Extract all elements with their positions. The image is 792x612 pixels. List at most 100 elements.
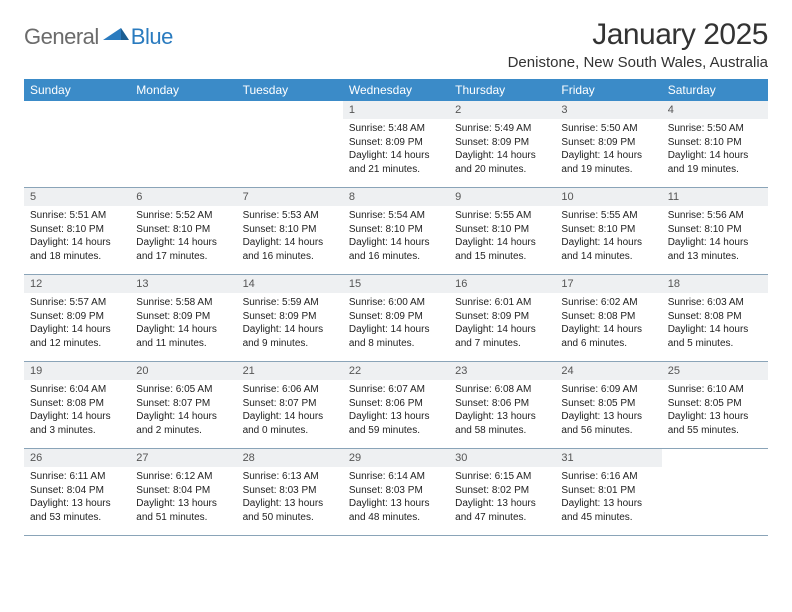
- day-detail-line: Sunrise: 6:00 AM: [349, 296, 443, 310]
- day-detail-line: Sunset: 8:04 PM: [30, 484, 124, 498]
- day-detail-line: and 8 minutes.: [349, 337, 443, 351]
- day-detail-line: and 20 minutes.: [455, 163, 549, 177]
- day-detail-line: and 11 minutes.: [136, 337, 230, 351]
- day-detail-line: Sunrise: 5:59 AM: [243, 296, 337, 310]
- day-detail-line: Sunset: 8:10 PM: [668, 223, 762, 237]
- day-detail-line: and 50 minutes.: [243, 511, 337, 525]
- day-number: 2: [449, 101, 555, 119]
- day-detail-line: Sunset: 8:05 PM: [668, 397, 762, 411]
- day-detail-line: and 13 minutes.: [668, 250, 762, 264]
- weekday-label: Friday: [555, 79, 661, 101]
- day-details: Sunrise: 5:59 AMSunset: 8:09 PMDaylight:…: [237, 293, 343, 354]
- calendar-week: 19Sunrise: 6:04 AMSunset: 8:08 PMDayligh…: [24, 362, 768, 449]
- calendar-cell: 6Sunrise: 5:52 AMSunset: 8:10 PMDaylight…: [130, 188, 236, 274]
- day-detail-line: Sunset: 8:10 PM: [30, 223, 124, 237]
- day-number: 31: [555, 449, 661, 467]
- day-detail-line: and 59 minutes.: [349, 424, 443, 438]
- day-detail-line: Sunset: 8:10 PM: [243, 223, 337, 237]
- day-detail-line: and 55 minutes.: [668, 424, 762, 438]
- day-detail-line: Sunset: 8:08 PM: [561, 310, 655, 324]
- page-title: January 2025: [508, 18, 768, 52]
- weekday-label: Monday: [130, 79, 236, 101]
- day-detail-line: Daylight: 14 hours: [455, 149, 549, 163]
- calendar-week: 5Sunrise: 5:51 AMSunset: 8:10 PMDaylight…: [24, 188, 768, 275]
- day-detail-line: Sunrise: 6:09 AM: [561, 383, 655, 397]
- day-detail-line: Sunset: 8:09 PM: [561, 136, 655, 150]
- calendar-cell: 18Sunrise: 6:03 AMSunset: 8:08 PMDayligh…: [662, 275, 768, 361]
- day-detail-line: Sunrise: 5:48 AM: [349, 122, 443, 136]
- day-details: Sunrise: 5:50 AMSunset: 8:10 PMDaylight:…: [662, 119, 768, 180]
- day-number: 1: [343, 101, 449, 119]
- day-details: Sunrise: 6:03 AMSunset: 8:08 PMDaylight:…: [662, 293, 768, 354]
- day-detail-line: Sunrise: 5:58 AM: [136, 296, 230, 310]
- day-details: Sunrise: 5:58 AMSunset: 8:09 PMDaylight:…: [130, 293, 236, 354]
- day-details: Sunrise: 5:57 AMSunset: 8:09 PMDaylight:…: [24, 293, 130, 354]
- day-detail-line: Sunset: 8:09 PM: [30, 310, 124, 324]
- calendar-cell: 23Sunrise: 6:08 AMSunset: 8:06 PMDayligh…: [449, 362, 555, 448]
- day-details: Sunrise: 6:04 AMSunset: 8:08 PMDaylight:…: [24, 380, 130, 441]
- calendar-cell: 5Sunrise: 5:51 AMSunset: 8:10 PMDaylight…: [24, 188, 130, 274]
- calendar-week: 1 Sunrise: 5:48 AM Sunset: 8:09 PM Daylight…: [24, 101, 768, 188]
- day-details: Sunrise: 5:49 AMSunset: 8:09 PMDaylight:…: [449, 119, 555, 180]
- calendar-cell: 3Sunrise: 5:50 AMSunset: 8:09 PMDaylight…: [555, 101, 661, 187]
- day-detail-line: Sunrise: 5:57 AM: [30, 296, 124, 310]
- day-detail-line: and 15 minutes.: [455, 250, 549, 264]
- day-detail-line: Sunset: 8:01 PM: [561, 484, 655, 498]
- day-detail-line: Daylight: 14 hours: [668, 236, 762, 250]
- day-detail-line: Daylight: 14 hours: [30, 236, 124, 250]
- day-details: Sunrise: 6:02 AMSunset: 8:08 PMDaylight:…: [555, 293, 661, 354]
- title-block: January 2025 Denistone, New South Wales,…: [508, 18, 768, 71]
- calendar-cell: 21Sunrise: 6:06 AMSunset: 8:07 PMDayligh…: [237, 362, 343, 448]
- day-number: 27: [130, 449, 236, 467]
- weekday-label: Thursday: [449, 79, 555, 101]
- day-number: 25: [662, 362, 768, 380]
- day-detail-line: Daylight: 14 hours: [136, 323, 230, 337]
- calendar: SundayMondayTuesdayWednesdayThursdayFrid…: [24, 79, 768, 536]
- calendar-week: 26Sunrise: 6:11 AMSunset: 8:04 PMDayligh…: [24, 449, 768, 536]
- day-detail-line: Sunset: 8:07 PM: [136, 397, 230, 411]
- day-detail-line: and 17 minutes.: [136, 250, 230, 264]
- day-detail-line: Sunset: 8:02 PM: [455, 484, 549, 498]
- day-detail-line: and 14 minutes.: [561, 250, 655, 264]
- day-details: Sunrise: 6:00 AMSunset: 8:09 PMDaylight:…: [343, 293, 449, 354]
- logo: General Blue: [24, 24, 173, 50]
- day-number: 24: [555, 362, 661, 380]
- day-number: 29: [343, 449, 449, 467]
- day-details: Sunrise: 5:52 AMSunset: 8:10 PMDaylight:…: [130, 206, 236, 267]
- day-detail-line: Sunset: 8:09 PM: [455, 310, 549, 324]
- day-detail-line: and 16 minutes.: [349, 250, 443, 264]
- calendar-cell: 26Sunrise: 6:11 AMSunset: 8:04 PMDayligh…: [24, 449, 130, 535]
- day-details: Sunrise: 6:09 AMSunset: 8:05 PMDaylight:…: [555, 380, 661, 441]
- day-detail-line: Sunset: 8:06 PM: [455, 397, 549, 411]
- day-detail-line: Daylight: 13 hours: [30, 497, 124, 511]
- day-details: Sunrise: 6:06 AMSunset: 8:07 PMDaylight:…: [237, 380, 343, 441]
- day-details: Sunrise: 5:54 AMSunset: 8:10 PMDaylight:…: [343, 206, 449, 267]
- day-details: Sunrise: 5:55 AMSunset: 8:10 PMDaylight:…: [555, 206, 661, 267]
- day-number: 26: [24, 449, 130, 467]
- day-detail-line: Sunrise: 5:53 AM: [243, 209, 337, 223]
- calendar-cell: 31Sunrise: 6:16 AMSunset: 8:01 PMDayligh…: [555, 449, 661, 535]
- day-detail-line: Daylight: 14 hours: [30, 410, 124, 424]
- calendar-cell: 29Sunrise: 6:14 AMSunset: 8:03 PMDayligh…: [343, 449, 449, 535]
- day-detail-line: and 45 minutes.: [561, 511, 655, 525]
- day-detail-line: Sunrise: 6:01 AM: [455, 296, 549, 310]
- day-detail-line: Daylight: 13 hours: [561, 410, 655, 424]
- day-details: Sunrise: 6:16 AMSunset: 8:01 PMDaylight:…: [555, 467, 661, 528]
- day-number: 15: [343, 275, 449, 293]
- day-detail-line: Sunrise: 5:49 AM: [455, 122, 549, 136]
- day-number: 18: [662, 275, 768, 293]
- day-details: Sunrise: 5:51 AMSunset: 8:10 PMDaylight:…: [24, 206, 130, 267]
- day-detail-line: and 12 minutes.: [30, 337, 124, 351]
- day-detail-line: and 5 minutes.: [668, 337, 762, 351]
- calendar-cell: 10Sunrise: 5:55 AMSunset: 8:10 PMDayligh…: [555, 188, 661, 274]
- weekday-label: Sunday: [24, 79, 130, 101]
- calendar-cell: 17Sunrise: 6:02 AMSunset: 8:08 PMDayligh…: [555, 275, 661, 361]
- day-detail-line: Daylight: 14 hours: [136, 410, 230, 424]
- calendar-cell: 8Sunrise: 5:54 AMSunset: 8:10 PMDaylight…: [343, 188, 449, 274]
- calendar-cell: 22Sunrise: 6:07 AMSunset: 8:06 PMDayligh…: [343, 362, 449, 448]
- day-details: Sunrise: 5:56 AMSunset: 8:10 PMDaylight:…: [662, 206, 768, 267]
- day-number: 4: [662, 101, 768, 119]
- day-number: 14: [237, 275, 343, 293]
- day-details: Sunrise: 6:08 AMSunset: 8:06 PMDaylight:…: [449, 380, 555, 441]
- day-number: 19: [24, 362, 130, 380]
